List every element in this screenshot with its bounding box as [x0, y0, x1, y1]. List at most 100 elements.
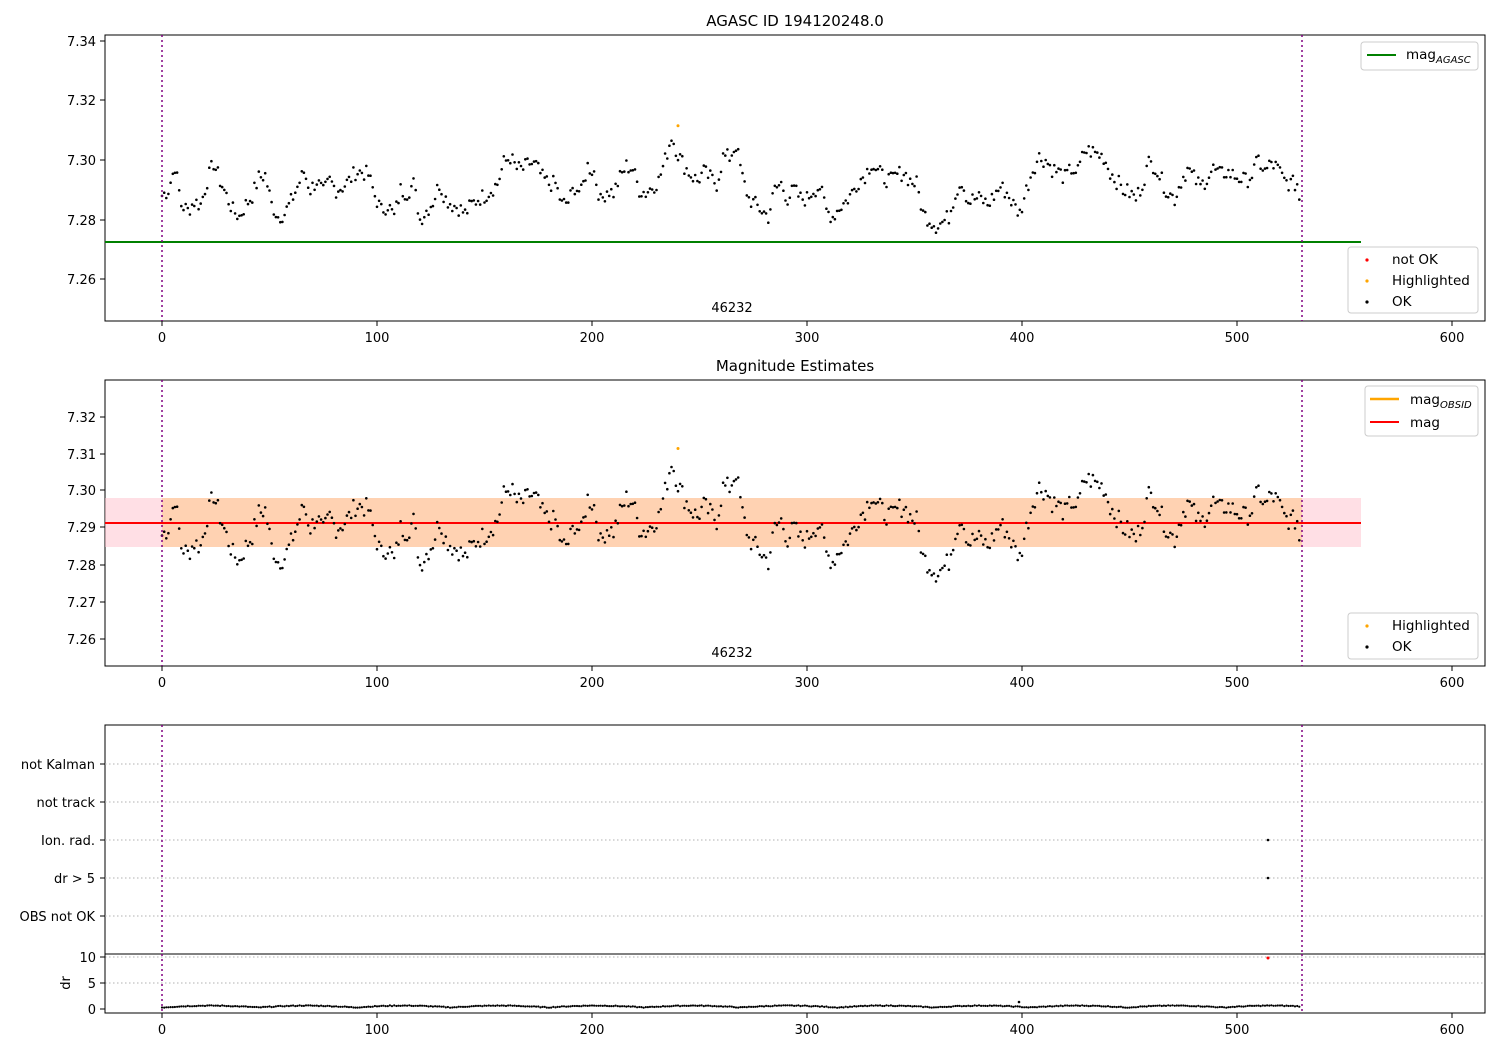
dr-point	[332, 1005, 336, 1008]
dr-point	[221, 1004, 224, 1007]
ok-point	[605, 529, 609, 532]
ok-point	[696, 179, 699, 183]
dr-point	[244, 1005, 247, 1008]
ok-point	[1194, 519, 1198, 523]
ok-point	[1121, 192, 1125, 196]
ok-point	[1053, 496, 1056, 499]
ok-point	[590, 508, 594, 511]
ok-point	[764, 212, 768, 215]
ok-point	[345, 514, 349, 517]
dr-point	[724, 1005, 727, 1008]
dr-point	[881, 1004, 884, 1008]
ok-point	[1132, 532, 1136, 536]
dr-point	[535, 1005, 538, 1008]
ok-point	[743, 180, 746, 183]
dr-point	[808, 1005, 811, 1008]
ok-point	[612, 535, 615, 539]
ok-point	[1184, 179, 1187, 182]
dr-point	[1012, 1005, 1015, 1009]
dr-point	[193, 1005, 196, 1008]
dr-point	[1059, 1004, 1062, 1007]
ok-point	[683, 506, 686, 510]
xtick-label: 500	[1225, 676, 1250, 691]
ok-point	[730, 484, 734, 487]
legend-subscript: AGASC	[1435, 55, 1471, 66]
dr-point	[457, 1005, 460, 1008]
ok-point	[728, 490, 731, 494]
ok-point	[216, 166, 220, 169]
ok-point	[1237, 180, 1241, 184]
ok-point	[573, 192, 577, 196]
dr-point	[459, 1005, 462, 1008]
dr-point	[829, 1006, 832, 1009]
ok-point	[691, 516, 695, 519]
ok-point	[792, 184, 796, 187]
ok-point	[924, 554, 927, 558]
dr-point	[1134, 1006, 1137, 1009]
ok-point	[906, 520, 910, 524]
dr-point	[554, 1006, 557, 1009]
ok-point	[1029, 176, 1032, 179]
ok-point	[257, 504, 261, 507]
dr-point	[1225, 1006, 1228, 1009]
ok-point	[225, 191, 228, 195]
dr-point	[208, 1004, 211, 1007]
ok-point	[384, 213, 387, 216]
ok-point	[975, 537, 979, 541]
dr-point	[186, 1004, 189, 1008]
ok-point	[1186, 166, 1189, 170]
ok-point	[1123, 533, 1127, 536]
ok-point	[1053, 163, 1056, 167]
ok-point	[466, 211, 469, 215]
ok-point	[1100, 482, 1103, 485]
ok-point	[979, 194, 983, 198]
ok-point	[362, 514, 366, 517]
ok-point	[1287, 527, 1290, 530]
ok-point	[612, 195, 615, 199]
panel-agasc-yaxis: 7.26 7.28 7.30 7.32 7.34	[67, 35, 105, 288]
ok-point	[1250, 512, 1254, 515]
dr-point	[612, 1005, 615, 1008]
ok-point	[1031, 171, 1035, 174]
ok-point	[453, 204, 456, 208]
flag-label-ion-rad: Ion. rad.	[41, 834, 95, 849]
dr-point	[805, 1004, 809, 1007]
ok-point	[294, 191, 297, 194]
dr-point	[281, 1005, 284, 1008]
ok-point	[530, 162, 534, 166]
ok-point	[597, 198, 600, 201]
highlighted-point	[676, 124, 680, 128]
dr-point	[571, 1004, 574, 1008]
dr-point	[386, 1005, 389, 1008]
ok-point	[1225, 511, 1228, 514]
ok-point	[1233, 512, 1237, 516]
dr-point	[545, 1006, 548, 1009]
ok-point	[672, 469, 675, 473]
dr-point	[272, 1005, 275, 1009]
ok-point	[709, 169, 712, 172]
ok-point	[883, 182, 886, 185]
dr-point	[679, 1005, 682, 1008]
panel-agasc-line-legend: magAGASC	[1360, 41, 1479, 71]
dr-point	[1261, 1004, 1264, 1007]
ok-point	[466, 555, 469, 559]
ok-point	[347, 510, 351, 514]
ok-point	[296, 185, 299, 189]
ok-point	[1014, 203, 1017, 206]
ok-point	[446, 548, 450, 552]
ok-point	[197, 550, 200, 554]
ok-point	[272, 557, 276, 561]
dr-point	[500, 1004, 503, 1007]
ok-point	[833, 563, 837, 566]
ok-point	[1113, 517, 1116, 520]
dr-point	[943, 1005, 946, 1009]
dr-point	[440, 1005, 443, 1008]
ok-point	[1025, 521, 1028, 525]
ok-point	[1149, 491, 1153, 495]
dr-point	[707, 1004, 710, 1007]
dr-point	[713, 1004, 716, 1008]
ok-point	[1046, 162, 1050, 166]
dr-point	[887, 1004, 890, 1007]
ok-point	[889, 505, 893, 509]
dr-point	[1010, 1005, 1013, 1008]
